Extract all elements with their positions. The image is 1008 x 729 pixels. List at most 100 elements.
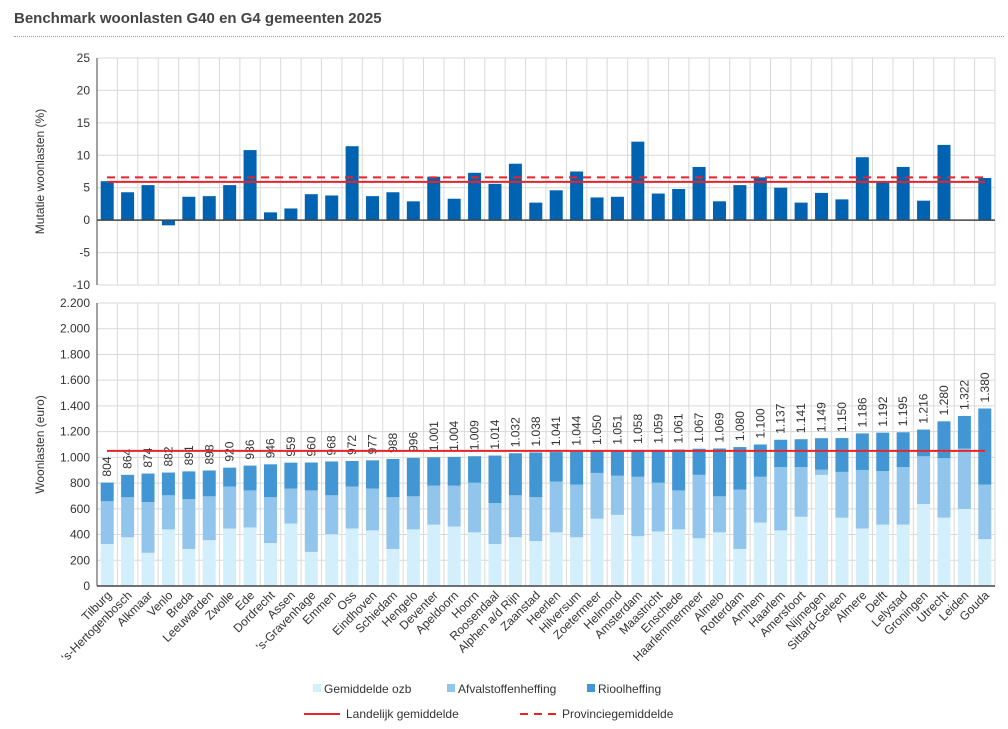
riool-segment — [692, 448, 706, 475]
ozb-segment — [672, 529, 686, 586]
afval-segment — [570, 484, 584, 538]
riool-segment — [937, 421, 951, 459]
bar-arnhem — [753, 177, 767, 221]
ozb-segment — [325, 534, 339, 586]
legend-landelijk: Landelijk gemiddelde — [346, 707, 459, 721]
total-label: 1.059 — [651, 413, 665, 443]
afval-segment — [406, 496, 420, 530]
bar-haarlem — [774, 187, 788, 221]
bar-dordrecht — [263, 212, 277, 221]
total-label: 1.150 — [835, 402, 849, 432]
y-tick-label: -10 — [73, 278, 91, 292]
bar-deventer — [427, 176, 441, 221]
riool-segment — [202, 470, 216, 497]
ozb-segment — [161, 529, 175, 586]
afval-segment — [651, 482, 665, 532]
bar-gouda — [978, 177, 992, 221]
ozb-segment — [896, 524, 910, 586]
riool-segment — [672, 449, 686, 491]
total-label: 1.001 — [427, 421, 441, 451]
total-label: 804 — [100, 456, 114, 476]
bar-eindhoven — [366, 196, 380, 221]
total-label: 936 — [243, 439, 257, 459]
afval-segment — [366, 488, 380, 531]
afval-segment — [161, 495, 175, 530]
total-label: 1.004 — [447, 420, 461, 450]
legend-ozb: Gemiddelde ozb — [324, 682, 412, 696]
total-label: 1.322 — [957, 380, 971, 410]
bar-lelystad — [896, 166, 910, 221]
riool-segment — [753, 444, 767, 477]
total-label: 996 — [406, 432, 420, 452]
ozb-segment — [733, 548, 747, 586]
total-label: 1.041 — [549, 416, 563, 446]
afval-segment — [815, 469, 829, 475]
riool-segment — [304, 462, 318, 491]
riool-segment — [468, 456, 482, 483]
afval-segment — [427, 485, 441, 525]
afval-segment — [835, 471, 849, 518]
total-label: 960 — [304, 436, 318, 456]
ozb-segment — [712, 532, 726, 586]
total-label: 1.061 — [672, 413, 686, 443]
afval-segment — [794, 467, 808, 517]
afval-segment — [284, 488, 298, 524]
afval-segment — [733, 489, 747, 549]
riool-segment — [815, 438, 829, 470]
bar-tilburg — [100, 181, 114, 221]
total-label: 968 — [325, 435, 339, 455]
y-tick-label: 2.200 — [60, 296, 90, 310]
bar-amersfoort — [794, 202, 808, 221]
ozb-segment — [917, 504, 931, 586]
ozb-segment — [427, 524, 441, 586]
riool-segment — [182, 471, 196, 500]
ozb-segment — [815, 474, 829, 586]
ozb-segment — [957, 508, 971, 586]
ozb-segment — [468, 532, 482, 586]
riool-segment — [263, 464, 277, 498]
total-label: 1.051 — [610, 414, 624, 444]
total-label: 1.050 — [590, 415, 604, 445]
afval-segment — [488, 503, 502, 545]
bar-assen — [284, 208, 298, 221]
bar-maastricht — [651, 193, 665, 221]
riool-segment — [651, 449, 665, 483]
ozb-segment — [753, 522, 767, 586]
afval-segment — [610, 475, 624, 515]
afval-segment — [692, 474, 706, 539]
bar-hilversum — [570, 171, 584, 221]
bar-schiedam — [386, 192, 400, 221]
riool-segment — [243, 465, 257, 491]
y-tick-label: 15 — [77, 116, 91, 130]
afval-segment — [937, 458, 951, 518]
bar-emmen — [325, 195, 339, 221]
afval-segment — [182, 499, 196, 549]
afval-segment — [672, 490, 686, 530]
legend-afval: Afvalstoffenheffing — [458, 682, 556, 696]
afval-segment — [243, 490, 257, 528]
bar-sittard-geleen — [835, 199, 849, 221]
bar-almere — [855, 157, 869, 221]
total-label: 972 — [345, 435, 359, 455]
y-tick-label: 0 — [83, 213, 90, 227]
y-tick-label: 0 — [83, 579, 90, 593]
bar-groningen — [917, 200, 931, 221]
bar-leeuwarden — [202, 196, 216, 221]
riool-segment — [549, 452, 563, 482]
total-label: 959 — [284, 436, 298, 456]
y-axis-title: Woonlasten (euro) — [33, 395, 47, 494]
riool-segment — [406, 457, 420, 497]
y-tick-label: 1.800 — [60, 347, 90, 361]
total-label: 1.100 — [753, 408, 767, 438]
ozb-segment — [835, 517, 849, 586]
ozb-segment — [774, 530, 788, 586]
ozb-segment — [100, 544, 114, 586]
bar-nijmegen — [815, 192, 829, 221]
y-axis-title: Mutatie woonlasten (%) — [33, 109, 47, 234]
riool-segment — [488, 455, 502, 504]
total-label: 1.009 — [468, 420, 482, 450]
afval-segment — [631, 476, 645, 537]
bar-breda — [182, 196, 196, 221]
bar-almelo — [712, 201, 726, 221]
ozb-segment — [876, 524, 890, 586]
